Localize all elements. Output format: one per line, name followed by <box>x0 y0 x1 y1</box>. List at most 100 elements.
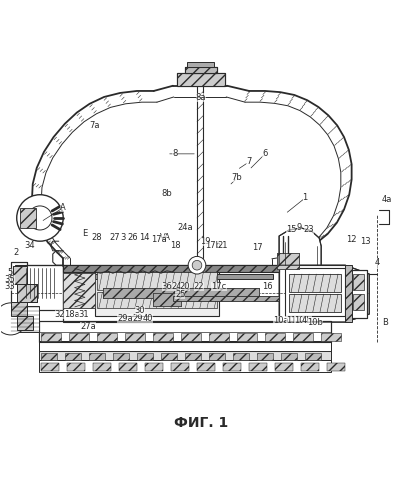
Bar <box>209 352 225 360</box>
Bar <box>152 294 180 306</box>
Text: VA: VA <box>159 234 170 242</box>
Text: 27: 27 <box>109 234 120 242</box>
Bar <box>184 66 217 73</box>
Bar <box>137 352 152 360</box>
Bar <box>69 334 89 342</box>
Bar <box>249 362 266 372</box>
Bar <box>41 334 61 342</box>
Bar <box>184 352 200 360</box>
Text: 17c: 17c <box>211 282 226 292</box>
Bar <box>172 296 278 301</box>
Bar <box>288 274 340 292</box>
Bar <box>17 316 32 330</box>
Bar <box>274 362 292 372</box>
Bar <box>89 352 105 360</box>
Bar <box>184 66 217 73</box>
Bar <box>352 274 364 290</box>
Bar <box>97 334 117 342</box>
Bar <box>300 362 318 372</box>
Bar <box>209 334 229 342</box>
Text: 14: 14 <box>138 234 149 242</box>
Text: 8b: 8b <box>161 190 172 198</box>
Bar <box>125 334 144 342</box>
Text: 10: 10 <box>293 316 304 324</box>
Bar <box>81 274 272 279</box>
Text: E: E <box>82 230 87 238</box>
Bar <box>97 292 217 308</box>
Bar <box>20 208 36 228</box>
Text: 12: 12 <box>345 236 356 244</box>
Text: 5: 5 <box>7 268 12 276</box>
Text: 3: 3 <box>120 234 125 242</box>
Bar <box>292 334 312 342</box>
Text: 17: 17 <box>251 244 262 252</box>
Text: 34: 34 <box>24 242 35 250</box>
Text: 13: 13 <box>359 238 370 246</box>
Bar <box>320 334 340 342</box>
Text: 25: 25 <box>174 290 185 300</box>
Bar <box>38 322 330 342</box>
Bar <box>103 288 258 298</box>
Text: 4: 4 <box>374 258 379 266</box>
Bar <box>176 73 225 86</box>
Bar <box>17 284 36 302</box>
Polygon shape <box>11 306 38 332</box>
Bar <box>186 62 214 66</box>
Bar <box>41 362 59 372</box>
Bar <box>38 341 330 352</box>
Circle shape <box>17 194 63 241</box>
Bar <box>233 352 249 360</box>
Text: 4a: 4a <box>381 196 391 204</box>
Bar <box>352 294 364 310</box>
Text: 7a: 7a <box>89 122 100 130</box>
Bar <box>176 73 225 86</box>
Bar <box>350 270 367 318</box>
Text: 29: 29 <box>132 314 143 324</box>
Circle shape <box>0 303 27 335</box>
Bar <box>288 294 340 312</box>
Text: 33: 33 <box>4 282 15 292</box>
Text: 7: 7 <box>246 158 251 166</box>
Bar <box>17 284 36 302</box>
Bar <box>38 322 330 342</box>
Text: 17a: 17a <box>151 236 166 244</box>
Text: 18: 18 <box>169 242 180 250</box>
Text: 11: 11 <box>285 316 296 324</box>
Circle shape <box>192 260 201 270</box>
Bar <box>41 352 57 360</box>
Bar <box>11 302 27 316</box>
Text: 21: 21 <box>217 242 228 250</box>
Circle shape <box>188 256 205 274</box>
Text: 24: 24 <box>171 282 182 292</box>
Bar <box>93 362 111 372</box>
Bar <box>17 316 32 330</box>
Polygon shape <box>278 265 369 322</box>
Bar <box>276 253 298 269</box>
Text: 35: 35 <box>4 274 15 283</box>
Bar <box>38 352 330 360</box>
Text: 8: 8 <box>172 150 177 158</box>
Text: 4b: 4b <box>301 316 312 324</box>
Bar <box>11 302 27 316</box>
Bar <box>113 352 129 360</box>
Text: 15: 15 <box>285 226 296 234</box>
Text: 22: 22 <box>193 282 204 292</box>
Bar <box>264 334 284 342</box>
Bar <box>119 362 137 372</box>
Text: 20: 20 <box>179 282 190 292</box>
Bar <box>344 265 352 322</box>
Bar <box>63 265 278 272</box>
Bar <box>180 334 200 342</box>
Text: 1: 1 <box>302 194 307 202</box>
Text: 32: 32 <box>55 310 65 320</box>
Bar <box>65 352 81 360</box>
Text: 29a: 29a <box>117 314 132 324</box>
Text: 9: 9 <box>296 224 301 232</box>
Bar <box>223 362 241 372</box>
Bar <box>280 352 296 360</box>
Text: 6: 6 <box>262 150 267 158</box>
Text: 23: 23 <box>303 226 314 234</box>
Polygon shape <box>278 228 320 265</box>
Text: 8a: 8a <box>195 94 206 102</box>
Bar <box>196 362 215 372</box>
